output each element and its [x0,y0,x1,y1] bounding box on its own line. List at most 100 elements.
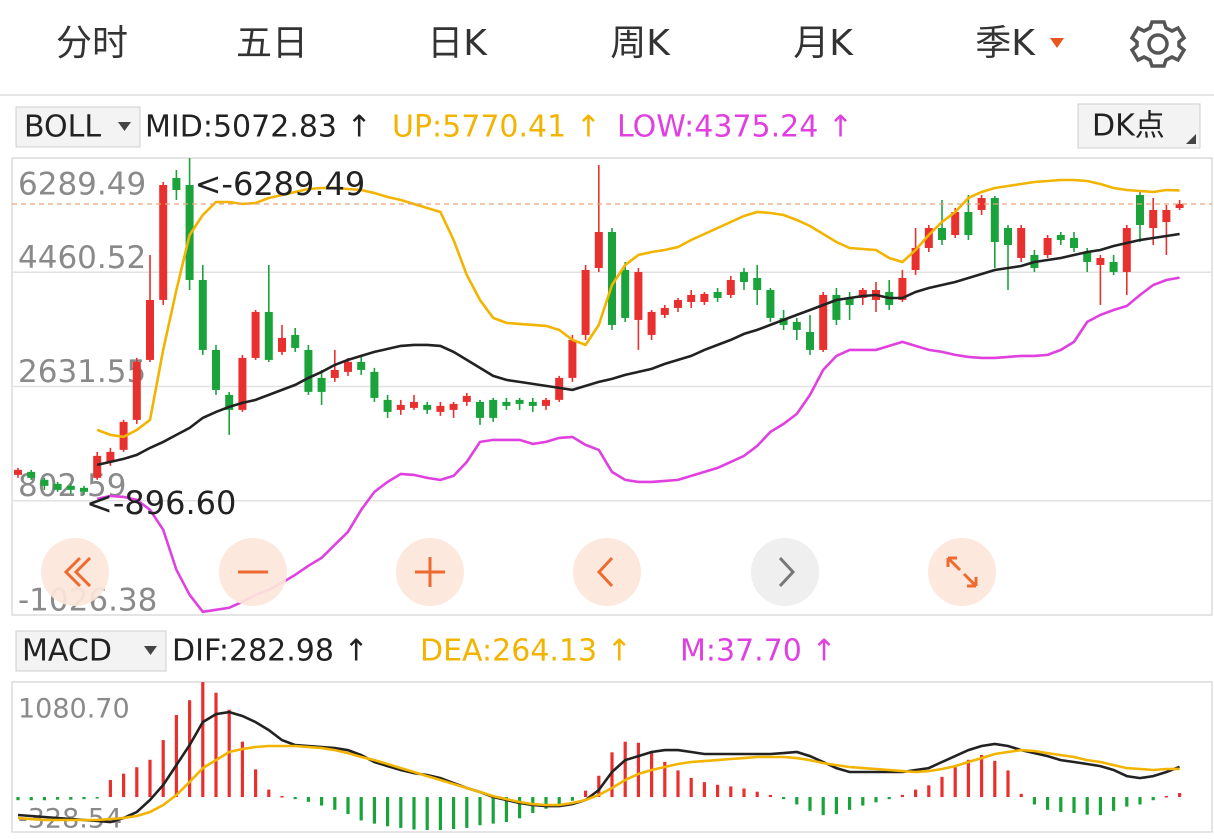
candle-body [53,483,62,490]
candle-body [858,289,867,298]
macd-bar [966,759,970,798]
macd-bar [108,779,112,798]
settings-icon[interactable] [1129,20,1187,68]
macd-bar [491,797,495,824]
candle-body [792,321,801,330]
y-tick-label: 6289.49 [18,167,146,203]
indicator-value: MID:5072.83 ↑ [145,110,372,145]
macd-bar [742,788,746,798]
macd-bar [623,741,627,798]
candle-body [753,277,762,290]
macd-bar [320,797,324,806]
macd-bar [544,797,548,809]
period-tab[interactable]: 月K [793,23,854,64]
macd-bar [1085,797,1089,815]
macd-bar [386,797,390,827]
boll-name[interactable]: BOLL [24,110,101,145]
macd-bar [306,797,310,802]
candle-body [225,394,234,410]
candle-body [1175,204,1184,209]
candle-body [568,339,577,378]
macd-bar [29,797,33,801]
macd-bar [478,797,482,826]
scroll-left-button[interactable] [573,538,641,606]
dk-button[interactable] [1077,103,1201,149]
macd-bar [1164,795,1168,798]
macd-bar [161,740,165,798]
candle-body [740,271,748,282]
candle-body [212,349,220,390]
macd-bar [504,797,508,823]
candle-body [251,311,260,358]
candle-body [924,227,933,248]
dropdown-arrow [144,646,157,655]
candle-body [462,395,471,402]
macd-bar [874,797,878,803]
macd-bar [1032,797,1036,805]
candle-body [172,178,181,191]
candle-body [819,294,828,350]
candle-body [1004,227,1012,245]
indicator-value: UP:5770.41 ↑ [392,110,601,145]
macd-selector[interactable] [15,630,167,672]
candle-body [14,469,22,475]
candle-body [159,185,168,300]
macd-bar [636,742,640,798]
candle-body [93,455,102,478]
period-tab[interactable]: 季K [975,23,1036,64]
candle-body [977,198,986,211]
scroll-right-button[interactable] [751,538,819,606]
period-tab[interactable]: 日K [427,23,488,64]
candle-body [674,299,682,308]
indicator-value: M:37.70 ↑ [680,634,837,669]
macd-bar [1059,797,1063,812]
candle-body [806,331,814,350]
macd-bar [293,797,297,800]
macd-bar [452,797,456,829]
plots: 6289.494460.522631.55802.59-1026.38<-628… [12,158,1212,835]
period-tab[interactable]: 五日 [236,23,308,64]
macd-bar [148,759,152,798]
dropdown-arrow[interactable] [1050,38,1064,48]
fullscreen-button[interactable] [928,538,996,606]
dk-label[interactable]: DK点 [1092,109,1165,144]
macd-bar [702,782,706,798]
macd-bar [597,775,601,798]
candle-body [779,317,788,325]
macd-bar [82,797,86,800]
candle-body [634,271,643,320]
period-tab[interactable]: 分时 [56,23,128,64]
candle-body [713,291,722,298]
macd-bar [1151,797,1155,801]
min-annotation: <-896.60 [86,484,236,522]
period-tab[interactable]: 周K [610,23,671,64]
candle-body [1162,210,1171,222]
candle-body [80,487,88,492]
candle-body [660,307,669,315]
zoom-in-button[interactable] [396,538,464,606]
macd-bar [729,786,733,798]
boll-selector[interactable] [15,106,141,148]
candle-body [423,404,432,410]
macd-bar [584,790,588,798]
macd-bar [1006,770,1010,798]
candle-body [1122,227,1131,272]
macd-bar [425,797,429,831]
macd-bar [122,773,126,798]
macd-bar [214,692,218,798]
macd-bar [755,791,759,798]
macd-bar [346,797,350,815]
macd-bar [808,797,812,811]
scroll-start-button[interactable] [41,538,109,606]
macd-name[interactable]: MACD [22,634,112,669]
macd-bar [887,797,891,800]
candle-body [687,294,696,302]
candle-body [515,399,524,404]
candle-body [528,401,537,406]
candle-body [264,311,273,360]
zoom-out-button[interactable] [219,538,287,606]
boll-line [96,232,1180,467]
macd-bar [953,767,957,798]
candle-body [489,399,498,418]
